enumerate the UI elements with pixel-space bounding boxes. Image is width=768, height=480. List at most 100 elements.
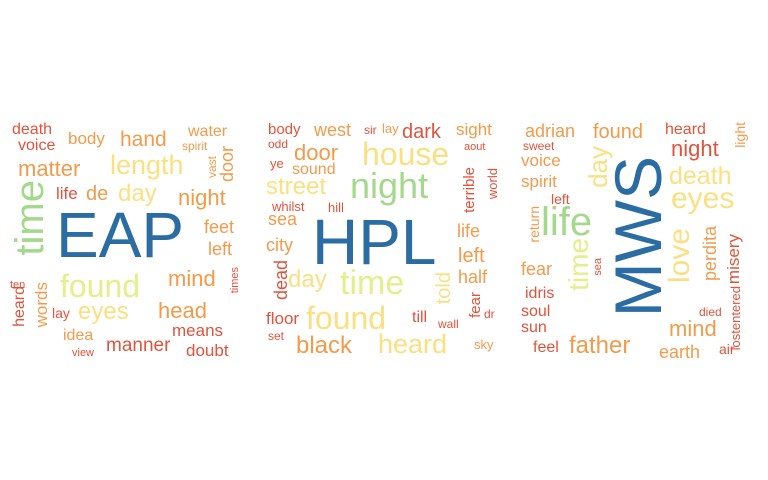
cloud-word: feet: [204, 217, 235, 237]
cloud-word: terrible: [461, 167, 478, 213]
cloud-word: till: [412, 309, 428, 326]
cloud-word: day: [288, 266, 327, 293]
cloud-word: night: [350, 165, 429, 206]
cloud-word: lay: [382, 121, 399, 136]
cloud-word: matter: [18, 156, 81, 181]
cloud-word: idris: [525, 285, 555, 302]
cloud-word: time: [563, 238, 594, 291]
cloud-word: dark: [402, 121, 441, 143]
cloud-word: ye: [270, 156, 284, 171]
cloud-word: lay: [52, 305, 70, 321]
cloud-word: life: [56, 184, 78, 203]
word-cloud-mws: adrian found heard sweet night light voice day s…: [515, 110, 760, 370]
cloud-word: door: [217, 146, 237, 183]
cloud-title-word: EAP: [56, 199, 185, 271]
cloud-word: adrian: [525, 121, 576, 141]
cloud-word: street: [266, 173, 327, 200]
cloud-word: voice: [521, 151, 561, 170]
cloud-word: sir: [364, 123, 377, 137]
cloud-word: time: [340, 264, 405, 302]
word-cloud-hpl: body west sir lay dark sight odd door house aout y…: [262, 110, 507, 370]
cloud-word: love: [663, 228, 696, 284]
cloud-word: feel: [533, 339, 559, 356]
cloud-word: idea: [63, 327, 94, 344]
cloud-word: world: [485, 168, 500, 200]
cloud-word: body: [268, 121, 301, 138]
cloud-word: found: [306, 300, 387, 336]
cloud-word: dr: [484, 307, 495, 321]
cloud-word: manner: [106, 335, 171, 356]
cloud-word: death: [669, 162, 732, 190]
cloud-word: water: [188, 123, 228, 140]
cloud-word: father: [569, 332, 631, 359]
cloud-word: spirit: [182, 139, 208, 153]
cloud-word: body: [68, 129, 105, 148]
cloud-word: spirit: [521, 172, 557, 191]
cloud-word: sky: [474, 337, 494, 352]
cloud-word: fear: [467, 292, 484, 318]
cloud-word: left: [551, 191, 570, 207]
cloud-word: length: [110, 150, 184, 180]
cloud-word: whilst: [272, 199, 305, 214]
word-cloud-eap: death voice body hand water spirit vast door mat…: [8, 110, 253, 370]
cloud-word: perdita: [700, 226, 720, 282]
cloud-word: wall: [438, 317, 459, 331]
cloud-word: sun: [521, 319, 547, 336]
cloud-title-word: MWS: [601, 156, 675, 318]
cloud-word: ten: [10, 279, 26, 291]
cloud-word: air: [719, 341, 735, 357]
cloud-word: earth: [659, 342, 701, 362]
cloud-word: words: [32, 282, 51, 328]
cloud-word: times: [229, 267, 241, 294]
cloud-word: means: [172, 321, 224, 340]
cloud-title-word: HPL: [312, 206, 437, 278]
cloud-word: eyes: [78, 298, 129, 325]
cloud-word: soul: [521, 303, 551, 320]
cloud-word: aout: [464, 141, 486, 153]
cloud-word: time: [8, 180, 52, 256]
cloud-word: eyes: [671, 182, 735, 215]
cloud-word: odd: [268, 137, 289, 151]
cloud-word: sweet: [523, 139, 555, 153]
cloud-word: life: [541, 200, 593, 244]
cloud-word: mind: [669, 316, 717, 341]
cloud-word: door: [294, 140, 339, 165]
cloud-word: left: [458, 245, 485, 267]
cloud-word: heard: [11, 286, 28, 327]
cloud-word: city: [266, 235, 293, 255]
cloud-word: floor: [266, 309, 300, 328]
cloud-word: misery: [724, 234, 743, 285]
cloud-word: doubt: [186, 341, 229, 360]
cloud-word: light: [732, 122, 748, 148]
cloud-word: fear: [521, 259, 553, 279]
cloud-word: hand: [120, 128, 167, 151]
cloud-word: day: [118, 180, 157, 207]
cloud-word: half: [458, 267, 488, 287]
cloud-word: sea: [268, 209, 298, 229]
cloud-word: view: [72, 347, 95, 359]
cloud-word: heard: [378, 329, 448, 359]
cloud-word: sound: [292, 161, 336, 178]
cloud-word: sea: [592, 258, 604, 276]
cloud-word: died: [699, 305, 722, 319]
cloud-word: night: [671, 136, 719, 161]
cloud-word: voice: [18, 137, 56, 154]
cloud-word: night: [178, 185, 226, 210]
cloud-word: found: [60, 268, 141, 304]
cloud-word: mind: [168, 266, 216, 291]
cloud-word: de: [86, 183, 109, 205]
cloud-word: found: [593, 121, 644, 143]
cloud-word: black: [296, 332, 353, 359]
cloud-word: heard: [665, 121, 706, 138]
cloud-word: told: [433, 272, 455, 305]
cloud-word: house: [362, 136, 450, 172]
cloud-word: set: [268, 329, 285, 343]
cloud-word: head: [158, 298, 207, 323]
cloud-word: sight: [456, 120, 492, 139]
cloud-word: return: [526, 206, 542, 243]
cloud-word: hill: [328, 200, 344, 215]
cloud-word: west: [314, 120, 352, 140]
cloud-word: life: [457, 221, 481, 241]
cloud-word: left: [208, 239, 233, 259]
